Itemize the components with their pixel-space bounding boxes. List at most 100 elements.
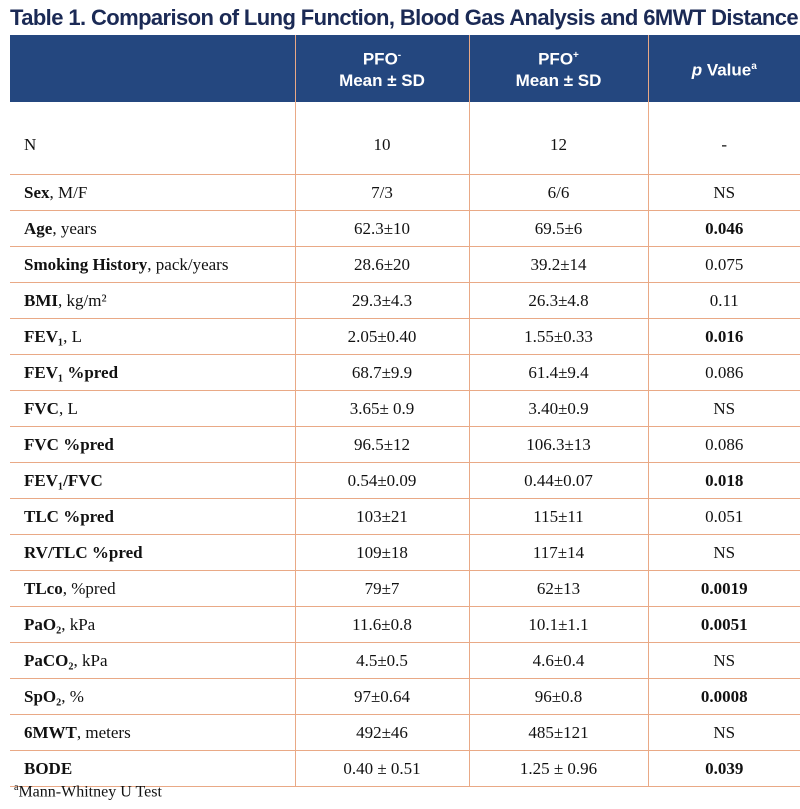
table-row: FVC, L 3.65± 0.9 3.40±0.9 NS bbox=[10, 390, 800, 427]
pfo-positive-value: 485±121 bbox=[469, 714, 649, 751]
pfo-positive-value: 39.2±14 bbox=[469, 246, 649, 283]
pfo-positive-value: 1.25 ± 0.96 bbox=[469, 750, 649, 787]
row-label: BMI, kg/m² bbox=[10, 282, 296, 319]
row-label-bold: TLco bbox=[24, 578, 63, 598]
row-label: TLco, %pred bbox=[10, 570, 296, 607]
row-label: Sex, M/F bbox=[10, 174, 296, 211]
pfo-positive-value: 61.4±9.4 bbox=[469, 354, 649, 391]
pfo-positive-value: 62±13 bbox=[469, 570, 649, 607]
table-row: TLco, %pred 79±7 62±13 0.0019 bbox=[10, 570, 800, 607]
row-label-rest: N bbox=[24, 135, 37, 154]
pfo-positive-value: 96±0.8 bbox=[469, 678, 649, 715]
row-label: Smoking History, pack/years bbox=[10, 246, 296, 283]
row-label-rest: , kg/m² bbox=[58, 290, 107, 310]
header-pfo-positive: PFO+ Mean ± SD bbox=[469, 35, 649, 102]
pfo-positive-value: 69.5±6 bbox=[469, 210, 649, 247]
footnote-text: Mann-Whitney U Test bbox=[18, 783, 162, 801]
pfo-negative-value: 10 bbox=[295, 102, 470, 175]
header-p-text: Value bbox=[702, 60, 752, 80]
table-title: Table 1. Comparison of Lung Function, Bl… bbox=[10, 5, 799, 30]
row-label: SpO₂, % bbox=[10, 678, 296, 715]
footnote-marker: a bbox=[14, 782, 19, 793]
pfo-positive-value: 106.3±13 bbox=[469, 426, 649, 463]
row-label-rest: , kPa bbox=[73, 650, 108, 670]
table-row: 6MWT, meters 492±46 485±121 NS bbox=[10, 714, 800, 751]
row-label-bold: FVC bbox=[24, 398, 59, 418]
row-label-bold: FEV₁ bbox=[24, 326, 64, 346]
pfo-positive-value: 10.1±1.1 bbox=[469, 606, 649, 643]
row-label: PaO₂, kPa bbox=[10, 606, 296, 643]
pfo-negative-value: 97±0.64 bbox=[295, 678, 470, 715]
row-label: TLC %pred bbox=[10, 498, 296, 535]
p-value: 0.046 bbox=[648, 210, 800, 247]
pfo-positive-value: 3.40±0.9 bbox=[469, 390, 649, 427]
header-pfo-negative-label: PFO bbox=[362, 49, 398, 69]
pfo-negative-value: 3.65± 0.9 bbox=[295, 390, 470, 427]
header-p-sup: a bbox=[751, 60, 757, 72]
row-label-rest: , L bbox=[63, 326, 82, 346]
pfo-negative-value: 4.5±0.5 bbox=[295, 642, 470, 679]
pfo-negative-value: 492±46 bbox=[295, 714, 470, 751]
p-value: 0.0019 bbox=[648, 570, 800, 607]
table-row: PaCO₂, kPa 4.5±0.5 4.6±0.4 NS bbox=[10, 642, 800, 679]
p-value: 0.0051 bbox=[648, 606, 800, 643]
p-value: NS bbox=[648, 174, 800, 211]
row-label: PaCO₂, kPa bbox=[10, 642, 296, 679]
row-label-bold: 6MWT bbox=[24, 722, 77, 742]
row-label-bold: PaCO₂ bbox=[24, 650, 74, 670]
table-row: FVC %pred 96.5±12 106.3±13 0.086 bbox=[10, 426, 800, 463]
table-row: FEV₁, L 2.05±0.40 1.55±0.33 0.016 bbox=[10, 318, 800, 355]
p-value: 0.051 bbox=[648, 498, 800, 535]
p-value: 0.018 bbox=[648, 462, 800, 499]
p-value: 0.075 bbox=[648, 246, 800, 283]
p-value: 0.086 bbox=[648, 354, 800, 391]
row-label: BODE bbox=[10, 750, 296, 787]
table-row: PaO₂, kPa 11.6±0.8 10.1±1.1 0.0051 bbox=[10, 606, 800, 643]
row-label: FEV₁/FVC bbox=[10, 462, 296, 499]
header-row: PFO- Mean ± SD PFO+ Mean ± SD p Valuea bbox=[10, 35, 800, 102]
table-row: SpO₂, % 97±0.64 96±0.8 0.0008 bbox=[10, 678, 800, 715]
pfo-positive-value: 115±11 bbox=[469, 498, 649, 535]
row-label-bold: Sex bbox=[24, 182, 50, 202]
table-row: Smoking History, pack/years 28.6±20 39.2±1… bbox=[10, 246, 800, 283]
row-label-rest: , pack/years bbox=[147, 254, 229, 274]
header-pfo-positive-sup: + bbox=[573, 49, 579, 61]
table-row: FEV₁/FVC 0.54±0.09 0.44±0.07 0.018 bbox=[10, 462, 800, 499]
row-label: FEV₁ %pred bbox=[10, 354, 296, 391]
header-p-value: p Valuea bbox=[648, 35, 800, 102]
pfo-negative-value: 2.05±0.40 bbox=[295, 318, 470, 355]
row-label: FVC %pred bbox=[10, 426, 296, 463]
table-row: RV/TLC %pred 109±18 117±14 NS bbox=[10, 534, 800, 571]
p-value: NS bbox=[648, 642, 800, 679]
pfo-positive-value: 26.3±4.8 bbox=[469, 282, 649, 319]
row-label-bold: Smoking History bbox=[24, 254, 148, 274]
row-label-rest: , meters bbox=[76, 722, 131, 742]
row-label-bold: RV/TLC %pred bbox=[24, 542, 143, 562]
row-label: 6MWT, meters bbox=[10, 714, 296, 751]
p-value: 0.016 bbox=[648, 318, 800, 355]
table-row: BODE 0.40 ± 0.51 1.25 ± 0.96 0.039 bbox=[10, 750, 800, 787]
table-row: BMI, kg/m² 29.3±4.3 26.3±4.8 0.11 bbox=[10, 282, 800, 319]
row-label-rest: , M/F bbox=[49, 182, 88, 202]
row-label-bold: FEV₁/FVC bbox=[24, 470, 103, 490]
footnote: aMann-Whitney U Test bbox=[14, 782, 162, 801]
pfo-negative-value: 0.40 ± 0.51 bbox=[295, 750, 470, 787]
row-label-rest: , L bbox=[58, 398, 78, 418]
pfo-negative-value: 7/3 bbox=[295, 174, 470, 211]
table-row: N 10 12 - bbox=[10, 102, 800, 175]
pfo-negative-value: 0.54±0.09 bbox=[295, 462, 470, 499]
row-label-bold: SpO₂ bbox=[24, 686, 62, 706]
pfo-positive-value: 0.44±0.07 bbox=[469, 462, 649, 499]
row-label-rest: , kPa bbox=[61, 614, 96, 634]
pfo-negative-value: 109±18 bbox=[295, 534, 470, 571]
header-pfo-positive-sub: Mean ± SD bbox=[515, 71, 602, 91]
row-label: RV/TLC %pred bbox=[10, 534, 296, 571]
row-label-rest: , %pred bbox=[62, 578, 116, 598]
p-value: NS bbox=[648, 714, 800, 751]
row-label-bold: TLC %pred bbox=[24, 506, 114, 526]
header-empty bbox=[10, 35, 296, 102]
row-label-bold: FEV₁ %pred bbox=[24, 362, 119, 382]
header-p-italic: p bbox=[691, 60, 703, 80]
pfo-negative-value: 96.5±12 bbox=[295, 426, 470, 463]
row-label-bold: FVC %pred bbox=[24, 434, 114, 454]
